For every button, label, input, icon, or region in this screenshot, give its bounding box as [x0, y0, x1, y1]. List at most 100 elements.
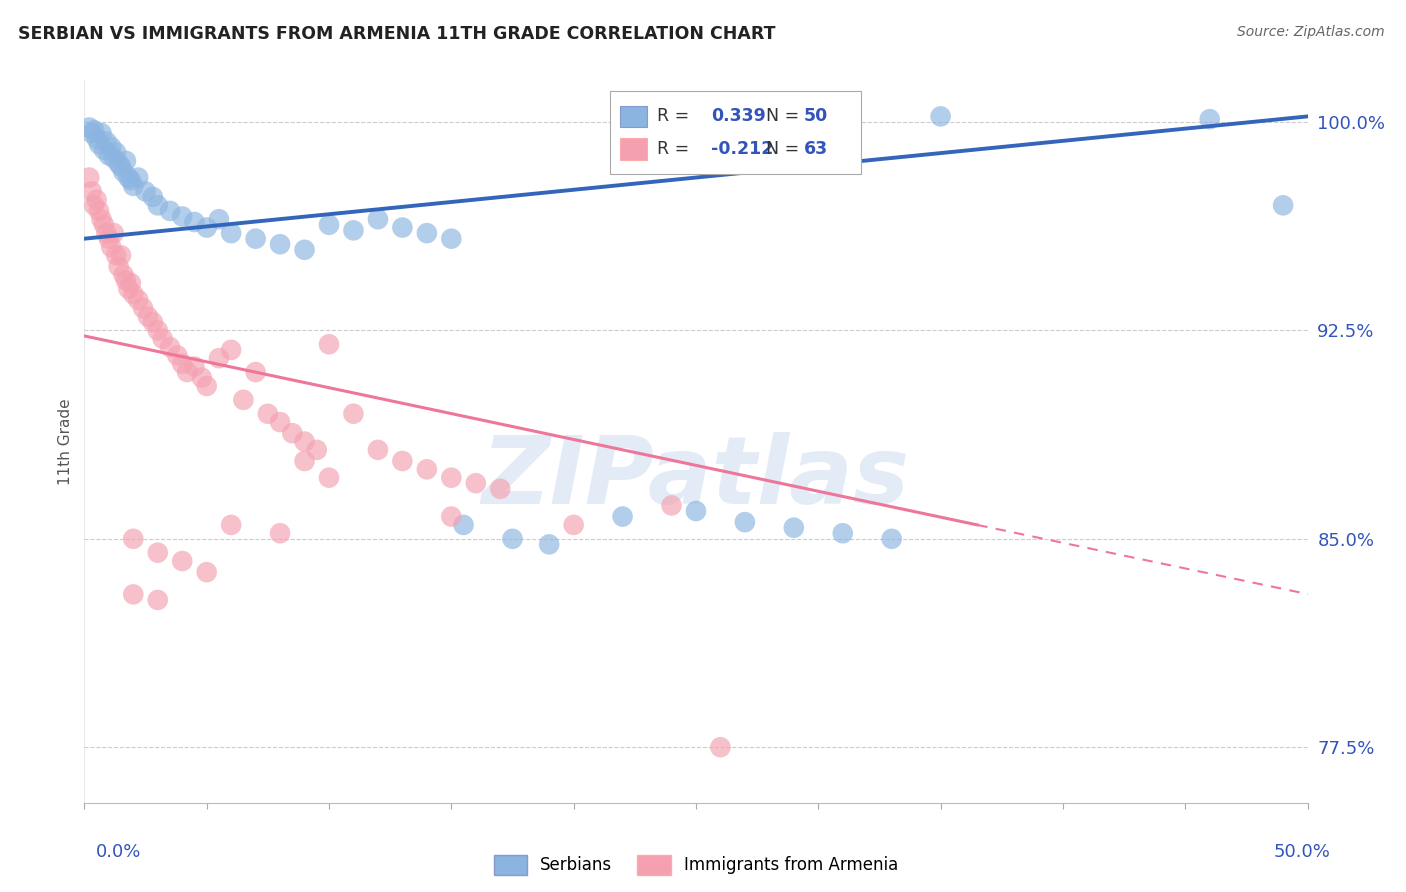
Point	[86, 131, 108, 145]
Point	[96, 226, 118, 240]
Point	[661, 499, 683, 513]
Point	[318, 218, 340, 232]
Point	[142, 190, 165, 204]
Point	[117, 282, 139, 296]
Point	[122, 178, 145, 193]
Point	[440, 470, 463, 484]
Point	[831, 526, 853, 541]
Point	[110, 160, 132, 174]
Point	[83, 123, 105, 137]
FancyBboxPatch shape	[610, 91, 860, 174]
Point	[709, 740, 731, 755]
Point	[159, 340, 181, 354]
Point	[97, 232, 120, 246]
Point	[453, 517, 475, 532]
Point	[115, 153, 138, 168]
Point	[208, 212, 231, 227]
Point	[440, 509, 463, 524]
Text: N =: N =	[755, 107, 804, 126]
FancyBboxPatch shape	[620, 138, 647, 160]
Point	[612, 509, 634, 524]
Point	[115, 273, 138, 287]
Point	[132, 301, 155, 315]
Point	[172, 357, 194, 371]
Point	[685, 504, 707, 518]
Point	[269, 237, 291, 252]
Legend: Serbians, Immigrants from Armenia: Serbians, Immigrants from Armenia	[486, 848, 905, 881]
Point	[416, 462, 439, 476]
Point	[122, 587, 145, 601]
Point	[127, 293, 149, 307]
Point	[142, 315, 165, 329]
Text: 50.0%: 50.0%	[1274, 843, 1330, 861]
Point	[440, 232, 463, 246]
Point	[127, 170, 149, 185]
Point	[120, 276, 142, 290]
Point	[146, 323, 169, 337]
Point	[90, 126, 112, 140]
Point	[416, 226, 439, 240]
Point	[100, 240, 122, 254]
Point	[195, 379, 218, 393]
Point	[342, 223, 364, 237]
Text: N =: N =	[755, 140, 804, 158]
Text: 50: 50	[804, 107, 828, 126]
Point	[245, 365, 267, 379]
Text: R =: R =	[657, 140, 695, 158]
Point	[318, 470, 340, 484]
Point	[90, 212, 112, 227]
Point	[122, 287, 145, 301]
Text: Source: ZipAtlas.com: Source: ZipAtlas.com	[1237, 25, 1385, 39]
Point	[135, 185, 157, 199]
Point	[120, 173, 142, 187]
Point	[1272, 198, 1295, 212]
Point	[87, 137, 110, 152]
Point	[880, 532, 903, 546]
Point	[367, 212, 389, 227]
Point	[208, 351, 231, 366]
Point	[391, 454, 413, 468]
Point	[232, 392, 254, 407]
Point	[146, 546, 169, 560]
Point	[219, 226, 242, 240]
Point	[93, 218, 115, 232]
Point	[305, 442, 328, 457]
Point	[464, 476, 486, 491]
Point	[80, 185, 103, 199]
Point	[122, 532, 145, 546]
Point	[929, 109, 952, 123]
Point	[97, 148, 120, 162]
Point	[391, 220, 413, 235]
Point	[87, 203, 110, 218]
Point	[80, 126, 103, 140]
Point	[269, 526, 291, 541]
Point	[538, 537, 561, 551]
Text: 0.0%: 0.0%	[96, 843, 141, 861]
Point	[77, 170, 100, 185]
Point	[257, 407, 280, 421]
Point	[1198, 112, 1220, 127]
Point	[342, 407, 364, 421]
Text: 63: 63	[804, 140, 828, 158]
Point	[269, 415, 291, 429]
Point	[294, 434, 316, 449]
Point	[219, 343, 242, 357]
Point	[783, 521, 806, 535]
Point	[367, 442, 389, 457]
Point	[105, 248, 128, 262]
Point	[502, 532, 524, 546]
Text: ZIPatlas: ZIPatlas	[482, 432, 910, 524]
Point	[183, 215, 205, 229]
Point	[110, 248, 132, 262]
Point	[103, 151, 125, 165]
Point	[294, 454, 316, 468]
Point	[219, 517, 242, 532]
Point	[183, 359, 205, 374]
Point	[159, 203, 181, 218]
Point	[83, 198, 105, 212]
Point	[176, 365, 198, 379]
Point	[562, 517, 585, 532]
Text: -0.212: -0.212	[710, 140, 773, 158]
Point	[318, 337, 340, 351]
Point	[93, 143, 115, 157]
